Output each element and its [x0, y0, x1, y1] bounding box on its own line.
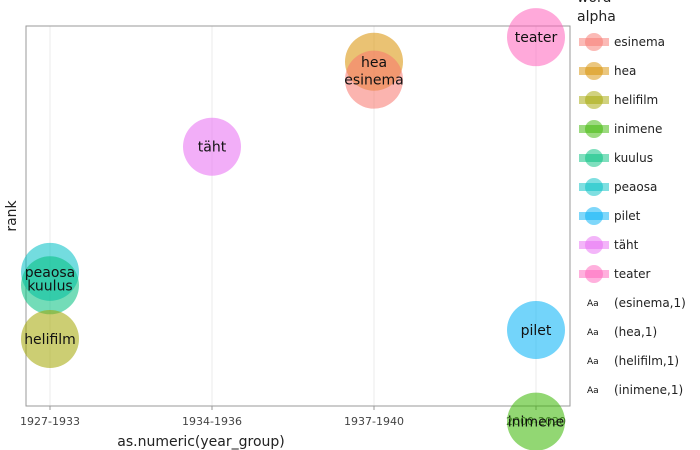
- legend-text-label: (esinema,1): [614, 296, 686, 310]
- legend-label: pilet: [614, 209, 641, 223]
- legend-text-symbol: Aa: [587, 299, 599, 309]
- x-tick-label: 1927-1933: [20, 415, 80, 428]
- bubble-täht[interactable]: [183, 117, 241, 176]
- legend-text-label: (inimene,1): [614, 383, 683, 397]
- legend-label: inimene: [614, 122, 662, 136]
- bubble-helifilm[interactable]: [21, 309, 79, 368]
- bubble-pilet[interactable]: [507, 301, 565, 359]
- bubble-esinema[interactable]: [345, 50, 403, 109]
- bubble-teater[interactable]: [507, 8, 565, 67]
- legend-item-esinema[interactable]: esinema: [579, 33, 665, 51]
- bubble-label-pilet: pilet: [521, 323, 552, 339]
- bubble-label-inimene: inimene: [508, 415, 564, 431]
- legend-label: täht: [614, 238, 639, 252]
- legend-text-symbol: Aa: [587, 357, 599, 367]
- legend-item-pilet[interactable]: pilet: [579, 207, 641, 225]
- plot-frame: [25, 25, 571, 407]
- legend-text-symbol: Aa: [587, 328, 599, 338]
- legend-label: hea: [614, 64, 636, 78]
- legend-swatch-dot: [585, 33, 603, 51]
- legend-title: alpha: [577, 9, 616, 25]
- legend-text-item[interactable]: Aa (esinema,1): [587, 296, 686, 310]
- legend-item-peaosa[interactable]: peaosa: [579, 178, 657, 196]
- legend-label: helifilm: [614, 93, 658, 107]
- legend-title: word: [577, 0, 611, 6]
- legend-swatch-dot: [585, 62, 603, 80]
- bubble-label-esinema: esinema: [344, 73, 404, 89]
- bubble-inimene[interactable]: [507, 392, 565, 450]
- x-tick-label: 1934-1936: [182, 415, 242, 428]
- legend-item-teater[interactable]: teater: [579, 265, 651, 283]
- legend-text-item[interactable]: Aa (inimene,1): [587, 383, 683, 397]
- bubble-label-teater: teater: [515, 30, 558, 46]
- bubble-label-kuulus: kuulus: [27, 278, 72, 294]
- legend-label: teater: [614, 267, 651, 281]
- legend-item-täht[interactable]: täht: [579, 236, 639, 254]
- legend-text-label: (hea,1): [614, 325, 657, 339]
- legend-swatch-dot: [585, 149, 603, 167]
- bubble-label-hea: hea: [361, 55, 387, 71]
- legend-text-symbol: Aa: [587, 386, 599, 396]
- bubble-label-täht: täht: [198, 140, 227, 156]
- bubble-kuulus[interactable]: [21, 256, 79, 315]
- legend-text-item[interactable]: Aa (hea,1): [587, 325, 657, 339]
- legend-swatch-dot: [585, 207, 603, 225]
- legend-text-item[interactable]: Aa (helifilm,1): [587, 354, 679, 368]
- plot-background: [26, 26, 570, 406]
- legend-swatch-dot: [585, 265, 603, 283]
- legend-item-hea[interactable]: hea: [579, 62, 636, 80]
- legend-label: esinema: [614, 35, 665, 49]
- legend-text-label: (helifilm,1): [614, 354, 679, 368]
- legend-item-helifilm[interactable]: helifilm: [579, 91, 658, 109]
- y-axis-title: rank: [4, 199, 20, 231]
- legend-label: kuulus: [614, 151, 653, 165]
- legend-item-kuulus[interactable]: kuulus: [579, 149, 653, 167]
- bubble-label-helifilm: helifilm: [24, 332, 76, 348]
- x-tick-label: 1937-1940: [344, 415, 404, 428]
- legend: word alpha esinema hea helifilm inimene kuulus…: [577, 0, 686, 397]
- legend-swatch-dot: [585, 91, 603, 109]
- legend-swatch-dot: [585, 178, 603, 196]
- x-axis-title: as.numeric(year_group): [117, 434, 284, 450]
- legend-swatch-dot: [585, 120, 603, 138]
- legend-item-inimene[interactable]: inimene: [579, 120, 662, 138]
- bubble-label-peaosa: peaosa: [25, 265, 76, 281]
- legend-label: peaosa: [614, 180, 657, 194]
- legend-swatch-dot: [585, 236, 603, 254]
